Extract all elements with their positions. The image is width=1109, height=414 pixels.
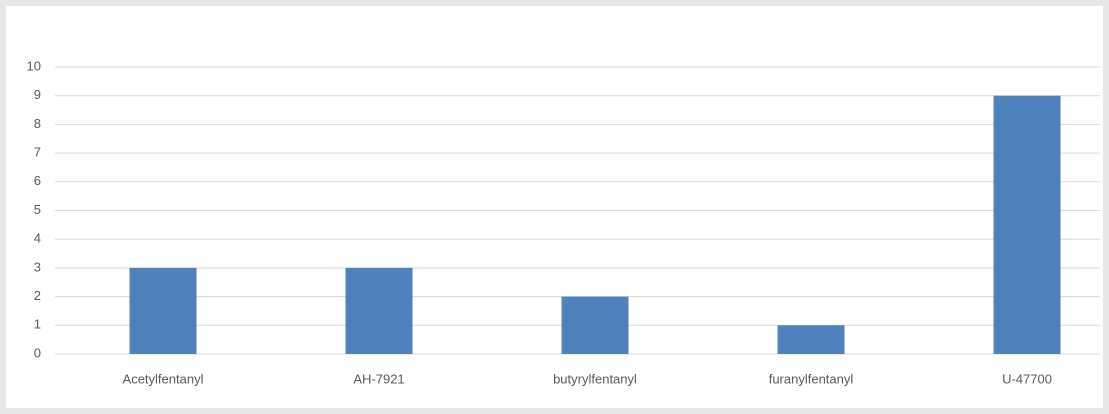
bar bbox=[561, 296, 629, 354]
y-tick-label: 3 bbox=[34, 259, 41, 274]
x-tick-label: Acetylfentanyl bbox=[123, 371, 204, 386]
y-tick-label: 8 bbox=[34, 116, 41, 131]
y-tick-label: 5 bbox=[34, 202, 41, 217]
x-tick-label: U-47700 bbox=[1002, 371, 1052, 386]
y-tick-label: 10 bbox=[27, 58, 41, 73]
y-tick-label: 1 bbox=[34, 317, 41, 332]
y-tick-label: 9 bbox=[34, 87, 41, 102]
bar bbox=[129, 267, 197, 354]
bar bbox=[993, 95, 1061, 354]
y-tick-label: 7 bbox=[34, 145, 41, 160]
y-tick-label: 0 bbox=[34, 345, 41, 360]
bar bbox=[345, 267, 413, 354]
x-tick-label: AH-7921 bbox=[353, 371, 404, 386]
y-tick-label: 4 bbox=[34, 231, 41, 246]
x-tick-label: butyrylfentanyl bbox=[553, 371, 637, 386]
y-tick-label: 6 bbox=[34, 173, 41, 188]
x-tick-label: furanylfentanyl bbox=[769, 371, 854, 386]
y-tick-label: 2 bbox=[34, 288, 41, 303]
bar bbox=[777, 325, 845, 354]
